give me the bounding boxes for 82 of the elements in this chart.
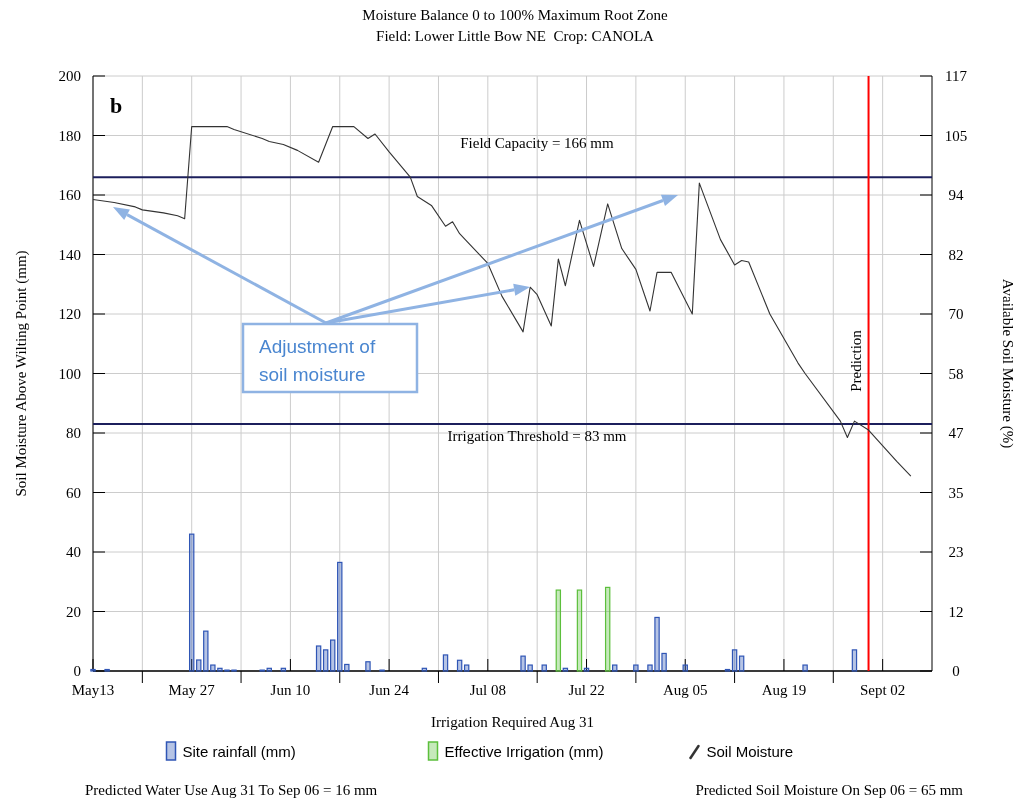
bar: [612, 664, 618, 672]
y2-tick-label: 105: [944, 127, 968, 144]
bar: [196, 659, 202, 672]
x-tick-label: May13: [71, 682, 115, 698]
y2-tick-label: 82: [948, 246, 964, 263]
legend-label: Effective Irrigation (mm): [444, 743, 604, 760]
bar: [583, 667, 590, 672]
bar: [647, 664, 653, 672]
y-tick-label: 140: [58, 246, 81, 263]
x-tick-label: Jul 08: [469, 682, 506, 698]
legend-label: Site rainfall (mm): [182, 743, 296, 760]
bar: [654, 616, 660, 672]
bar: [661, 652, 667, 672]
y-tick-label: 100: [58, 365, 81, 382]
bar: [442, 654, 449, 672]
legend-label: Soil Moisture: [706, 743, 794, 760]
annotation: b: [110, 93, 123, 118]
bar: [210, 664, 216, 672]
y-tick-label: 160: [58, 187, 81, 204]
bar: [463, 664, 470, 672]
bar: [738, 655, 745, 672]
text: Predicted Soil Moisture On Sep 06 = 65 mm: [695, 782, 964, 798]
x-tick-label: Aug 19: [761, 682, 807, 698]
bar: [555, 589, 562, 672]
y2-tick-label: 47: [948, 425, 964, 442]
ref-line-label: Irrigation Threshold = 83 mm: [447, 428, 627, 445]
bar: [203, 630, 209, 672]
bar: [365, 661, 371, 672]
x-tick-label: Jun 24: [369, 682, 410, 698]
ref-line-label: Field Capacity = 166 mm: [460, 135, 615, 152]
text: Predicted Water Use Aug 31 To Sep 06 = 16 mm: [85, 782, 378, 798]
x-tick-label: Jul 22: [568, 682, 605, 698]
y-tick-label: 60: [66, 484, 81, 501]
y2-tick-label: 23: [948, 544, 964, 561]
annotation: Adjustment of soil moisture: [259, 336, 376, 385]
bar: [682, 664, 688, 672]
bar: [337, 561, 343, 672]
x-tick-label: Jun 10: [270, 682, 311, 698]
y2-tick-label: 94: [948, 187, 964, 204]
y2-tick-label: 58: [948, 365, 964, 382]
bar: [188, 533, 195, 672]
bar: [266, 667, 272, 672]
y2-tick-label: 0: [952, 663, 960, 680]
bar: [217, 667, 223, 672]
x-tick-label: Aug 05: [662, 682, 708, 698]
y-tick-label: 180: [58, 127, 81, 144]
y2-axis-title: Available Soil Moisture (%): [999, 278, 1016, 449]
bar: [541, 664, 547, 672]
bar: [731, 649, 738, 672]
line-series: [92, 126, 912, 477]
bar: [802, 664, 808, 672]
bar: [344, 663, 350, 672]
x-tick-label: May 27: [168, 682, 216, 698]
bar: [527, 664, 533, 672]
bar: [851, 649, 858, 672]
bar: [633, 664, 639, 672]
bar: [315, 645, 322, 672]
y-tick-label: 200: [58, 68, 81, 85]
bar: [604, 586, 611, 672]
y-axis-title: Soil Moisture Above Wilting Point (mm): [13, 250, 30, 497]
y-tick-label: 20: [66, 603, 81, 620]
y2-tick-label: 12: [948, 603, 964, 620]
bar: [280, 667, 287, 672]
bar: [562, 667, 569, 672]
y-tick-label: 80: [66, 425, 81, 442]
y2-tick-label: 70: [948, 306, 964, 323]
y-tick-label: 0: [73, 663, 81, 680]
y2-tick-label: 35: [948, 484, 964, 501]
x-axis-title: Irrigation Required Aug 31: [431, 714, 594, 730]
chart-title: Moisture Balance 0 to 100% Maximum Root Zone: [362, 7, 669, 23]
y2-tick-label: 117: [945, 68, 968, 85]
bar: [576, 589, 583, 672]
bar: [322, 649, 329, 672]
y-tick-label: 40: [66, 544, 81, 561]
bar: [456, 659, 463, 672]
bar: [421, 667, 428, 672]
x-tick-label: Sept 02: [859, 682, 906, 698]
ref-line-label: Prediction: [847, 329, 864, 392]
chart-subtitle: Field: Lower Little Bow NE Crop: CANOLA: [376, 28, 655, 44]
y-tick-label: 120: [58, 306, 81, 323]
bar: [330, 639, 336, 672]
bar: [520, 655, 526, 672]
